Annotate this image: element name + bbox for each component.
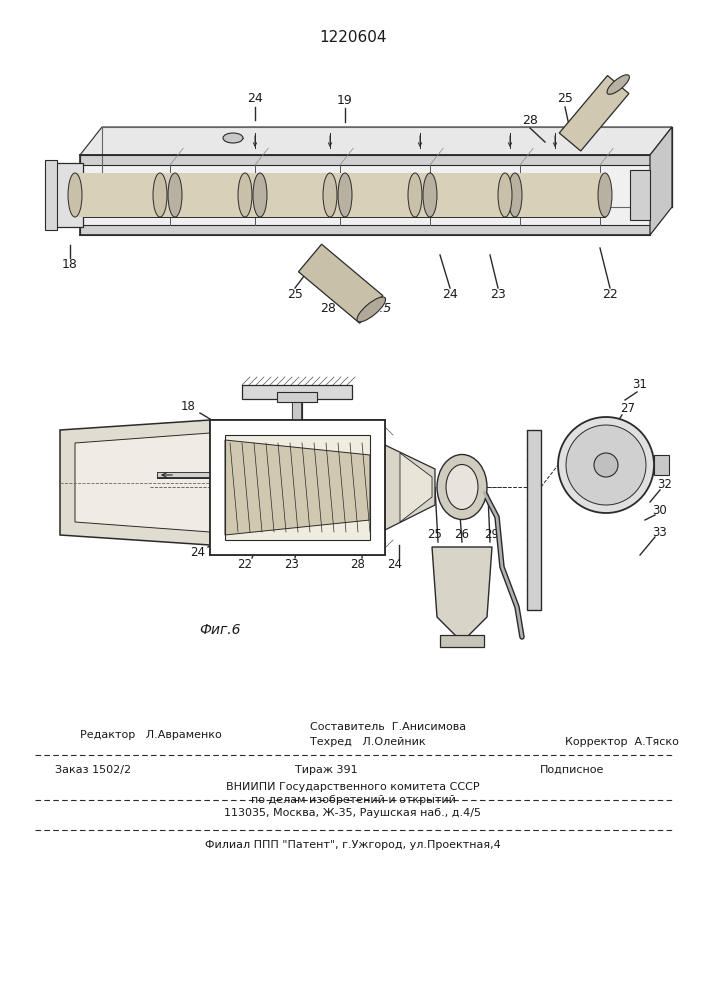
Text: Филиал ППП "Патент", г.Ужгород, ул.Проектная,4: Филиал ППП "Патент", г.Ужгород, ул.Проек…	[205, 840, 501, 850]
Ellipse shape	[338, 173, 352, 217]
Bar	[277, 392, 317, 402]
Circle shape	[558, 417, 654, 513]
Ellipse shape	[223, 133, 243, 143]
Ellipse shape	[446, 464, 478, 510]
Ellipse shape	[408, 173, 422, 217]
Text: 24: 24	[387, 558, 402, 572]
Polygon shape	[245, 173, 345, 217]
Polygon shape	[225, 440, 370, 535]
Bar	[210, 420, 385, 555]
Bar	[225, 435, 370, 540]
Text: 18: 18	[180, 400, 195, 414]
Ellipse shape	[253, 173, 267, 217]
Polygon shape	[80, 155, 650, 165]
Text: ВНИИПИ Государственного комитета СССР: ВНИИПИ Государственного комитета СССР	[226, 782, 480, 792]
Text: 24: 24	[247, 92, 263, 104]
Text: 24: 24	[190, 546, 206, 560]
Text: 33: 33	[653, 526, 667, 540]
Polygon shape	[160, 173, 260, 217]
Circle shape	[566, 425, 646, 505]
Text: Τиг.5: Τиг.5	[358, 302, 392, 314]
Text: Тираж 391: Тираж 391	[295, 765, 358, 775]
Polygon shape	[400, 453, 432, 522]
Polygon shape	[385, 445, 435, 530]
Text: 29: 29	[484, 528, 500, 542]
Text: Техред   Л.Олейник: Техред Л.Олейник	[310, 737, 426, 747]
Text: 25: 25	[287, 288, 303, 302]
Polygon shape	[505, 173, 605, 217]
Bar	[210, 420, 385, 555]
Text: 27: 27	[621, 401, 636, 414]
Bar	[225, 435, 370, 540]
Ellipse shape	[153, 173, 167, 217]
Text: 28: 28	[320, 302, 336, 314]
Text: 19: 19	[337, 94, 353, 106]
Text: Составитель  Г.Анисимова: Составитель Г.Анисимова	[310, 722, 466, 732]
Text: 23: 23	[490, 288, 506, 302]
Text: 24: 24	[442, 288, 458, 302]
Text: 28: 28	[522, 113, 538, 126]
Circle shape	[594, 453, 618, 477]
Bar	[440, 635, 484, 647]
Bar	[370, 435, 385, 540]
Bar	[630, 170, 650, 220]
Polygon shape	[650, 127, 672, 235]
Text: 25: 25	[557, 92, 573, 104]
Ellipse shape	[323, 173, 337, 217]
Text: 25: 25	[428, 528, 443, 542]
Text: Корректор  А.Тяско: Корректор А.Тяско	[565, 737, 679, 747]
Polygon shape	[415, 173, 515, 217]
Polygon shape	[80, 225, 650, 235]
Ellipse shape	[238, 173, 252, 217]
Ellipse shape	[598, 173, 612, 217]
Polygon shape	[330, 173, 430, 217]
Text: Заказ 1502/2: Заказ 1502/2	[55, 765, 131, 775]
Text: Редактор   Л.Авраменко: Редактор Л.Авраменко	[80, 730, 222, 740]
Polygon shape	[60, 420, 210, 545]
Text: по делам изобретений и открытий: по делам изобретений и открытий	[250, 795, 455, 805]
Bar	[654, 455, 669, 475]
Ellipse shape	[437, 454, 487, 520]
Text: Фиг.6: Фиг.6	[199, 623, 241, 637]
Text: 26: 26	[455, 528, 469, 542]
Ellipse shape	[168, 173, 182, 217]
Text: Подписное: Подписное	[540, 765, 604, 775]
Ellipse shape	[498, 173, 512, 217]
Bar	[242, 385, 352, 399]
Bar	[45, 160, 57, 230]
Text: 28: 28	[351, 558, 366, 572]
Ellipse shape	[68, 173, 82, 217]
Polygon shape	[298, 244, 383, 323]
Text: 22: 22	[238, 558, 252, 572]
Polygon shape	[432, 547, 492, 637]
Ellipse shape	[423, 173, 437, 217]
Bar	[210, 540, 385, 555]
Text: 23: 23	[284, 558, 300, 572]
Bar	[527, 430, 541, 610]
Ellipse shape	[357, 297, 385, 322]
Polygon shape	[75, 173, 175, 217]
Text: 1220604: 1220604	[320, 30, 387, 45]
Text: 18: 18	[62, 258, 78, 271]
Text: 113035, Москва, Ж-35, Раушская наб., д.4/5: 113035, Москва, Ж-35, Раушская наб., д.4…	[225, 808, 481, 818]
Bar	[210, 420, 385, 435]
Polygon shape	[75, 433, 210, 532]
Polygon shape	[559, 76, 629, 151]
Bar	[55, 163, 83, 227]
Polygon shape	[80, 165, 650, 225]
Text: 22: 22	[602, 288, 618, 302]
Ellipse shape	[607, 75, 629, 94]
Text: 32: 32	[658, 479, 672, 491]
Text: 31: 31	[633, 378, 648, 391]
Text: 30: 30	[653, 504, 667, 516]
Polygon shape	[80, 127, 672, 155]
Bar	[210, 435, 225, 540]
Ellipse shape	[508, 173, 522, 217]
